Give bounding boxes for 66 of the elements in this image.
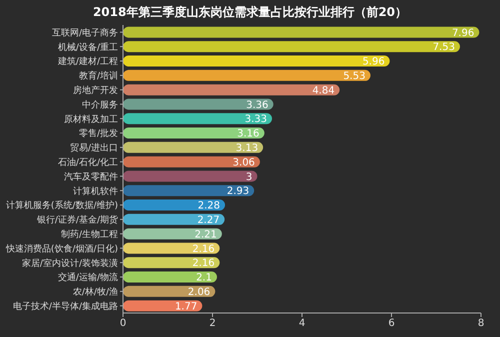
bar <box>123 200 226 211</box>
bar <box>123 70 370 81</box>
bar <box>123 84 340 96</box>
data-label: 2.28 <box>198 200 220 212</box>
bar <box>123 228 222 240</box>
x-tick-label: 2 <box>209 318 216 330</box>
y-tick-label: 贸易/进出口 <box>70 142 118 154</box>
bar <box>123 272 217 283</box>
y-tick-label: 汽车及零配件 <box>64 171 118 182</box>
data-label: 7.53 <box>432 42 455 54</box>
bar <box>123 214 225 225</box>
data-label: 1.77 <box>174 301 198 312</box>
y-tick-label: 零售/批发 <box>78 128 118 140</box>
bar <box>123 286 216 297</box>
y-tick-label: 建筑/建材/工程 <box>56 56 118 68</box>
data-label: 2.16 <box>192 258 215 270</box>
y-tick-label: 制药/生物工程 <box>60 228 118 240</box>
data-label: 3.33 <box>244 114 268 126</box>
bar <box>123 300 202 312</box>
x-tick-label: 4 <box>298 318 306 330</box>
y-tick-label: 计算机服务(系统/数据/维护) <box>6 200 118 212</box>
y-tick-label: 中介服务 <box>82 99 118 110</box>
y-tick-label: 原材料及加工 <box>64 114 118 125</box>
data-label: 2.1 <box>196 272 212 284</box>
data-label: 5.96 <box>362 56 385 68</box>
bar <box>123 185 254 196</box>
data-label: 7.96 <box>452 28 474 39</box>
bar <box>123 242 220 254</box>
bar <box>123 257 220 268</box>
bar <box>123 113 272 124</box>
bar <box>123 98 274 110</box>
y-tick-label: 银行/证券/基金/期货 <box>36 214 118 226</box>
y-tick-label: 家居/室内设计/装饰装潢 <box>22 258 118 269</box>
x-tick-label: 6 <box>388 318 395 330</box>
bar <box>123 128 264 139</box>
data-label: 2.27 <box>197 214 220 226</box>
data-label: 2.06 <box>188 286 210 298</box>
data-label: 2.16 <box>192 244 215 255</box>
data-label: 2.93 <box>226 186 250 198</box>
y-tick-label: 快速消费品(饮食/烟酒/日化) <box>4 243 118 254</box>
chart-title: 2018年第三季度山东岗位需求量占比按行业排行（前20） <box>92 4 408 21</box>
x-tick-label: 8 <box>478 318 484 330</box>
y-tick-label: 农/林/牧/渔 <box>72 286 118 298</box>
data-label: 3 <box>246 172 252 183</box>
bar <box>123 56 390 67</box>
y-tick-label: 计算机软件 <box>73 186 118 197</box>
data-label: 3.36 <box>246 100 268 111</box>
data-label: 5.53 <box>343 70 366 82</box>
data-label: 3.13 <box>236 142 258 154</box>
x-tick-label: 0 <box>120 318 126 330</box>
y-tick-label: 教育/培训 <box>78 70 118 82</box>
bar <box>123 26 480 38</box>
bar <box>123 156 260 168</box>
y-tick-label: 交通/运输/物流 <box>58 272 118 284</box>
bar <box>123 41 460 52</box>
data-label: 4.84 <box>312 85 335 96</box>
y-tick-label: 机械/设备/重工 <box>58 42 118 53</box>
data-label: 3.06 <box>232 157 255 168</box>
bar <box>123 142 264 153</box>
bar <box>123 170 258 182</box>
data-label: 3.16 <box>237 128 260 140</box>
data-label: 2.21 <box>194 229 217 240</box>
y-tick-label: 互联网/电子商务 <box>52 27 118 38</box>
y-tick-label: 电子技术/半导体/集成电路 <box>12 300 118 312</box>
y-tick-label: 房地产开发 <box>73 84 118 96</box>
y-tick-label: 石油/石化/化工 <box>58 156 118 168</box>
